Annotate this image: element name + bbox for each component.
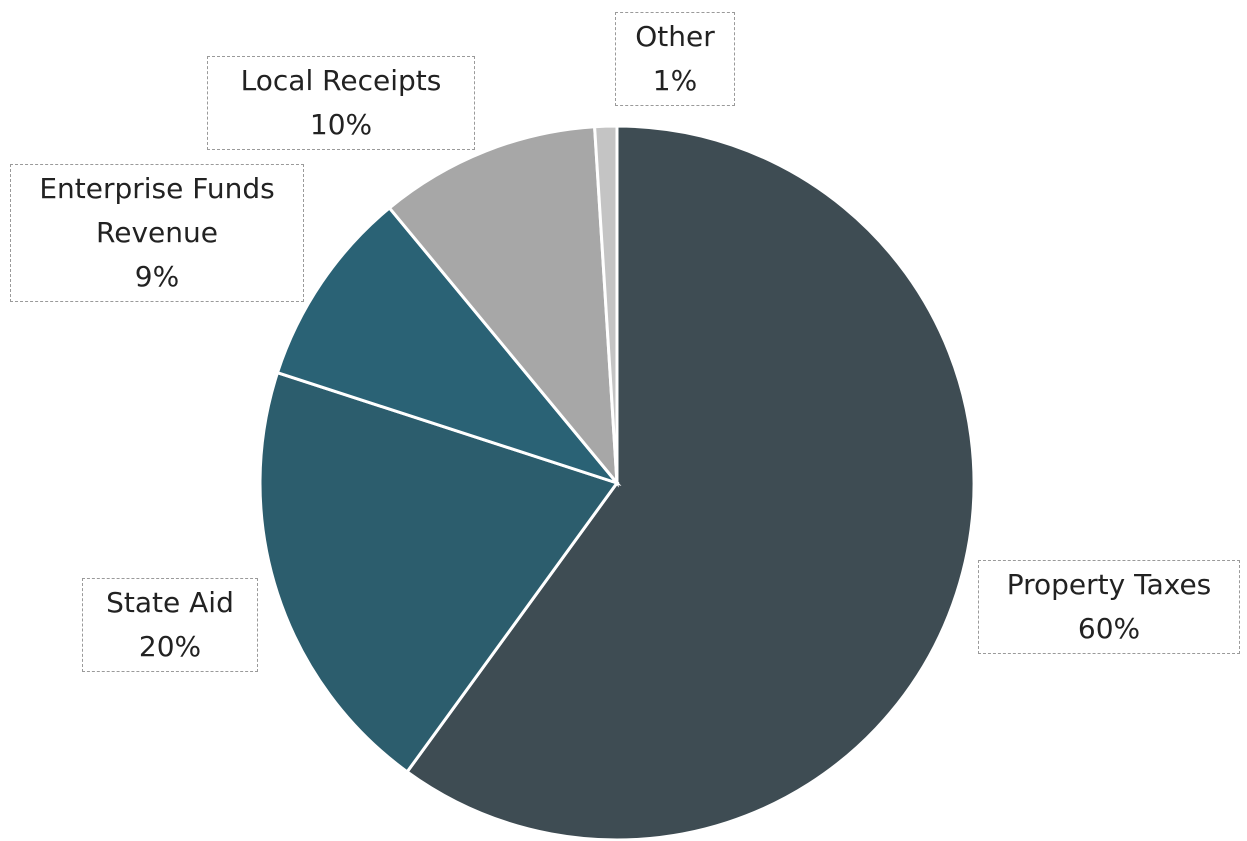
value-label: 60% bbox=[1077, 612, 1141, 645]
pie-slice bbox=[387, 125, 619, 488]
value-label: 1% bbox=[652, 64, 698, 97]
category-name: State Aid bbox=[106, 586, 234, 619]
category-name: Enterprise Funds Revenue bbox=[39, 172, 275, 249]
value-label: 20% bbox=[138, 630, 202, 663]
category-name: Other bbox=[635, 20, 715, 53]
pie-slice bbox=[592, 124, 619, 484]
slice-label: Other 1% bbox=[615, 12, 735, 106]
pie-slice bbox=[275, 205, 622, 487]
slice-label: State Aid 20% bbox=[82, 578, 258, 672]
value-label: 9% bbox=[134, 260, 180, 293]
pie-slice bbox=[258, 370, 620, 774]
slice-label: Property Taxes 60% bbox=[978, 560, 1240, 654]
slice-label: Local Receipts 10% bbox=[207, 56, 475, 150]
value-label: 10% bbox=[309, 108, 373, 141]
category-name: Property Taxes bbox=[1006, 568, 1212, 601]
category-name: Local Receipts bbox=[240, 64, 442, 97]
slice-label: Enterprise Funds Revenue 9% bbox=[10, 164, 304, 302]
pie-slice bbox=[405, 124, 976, 841]
